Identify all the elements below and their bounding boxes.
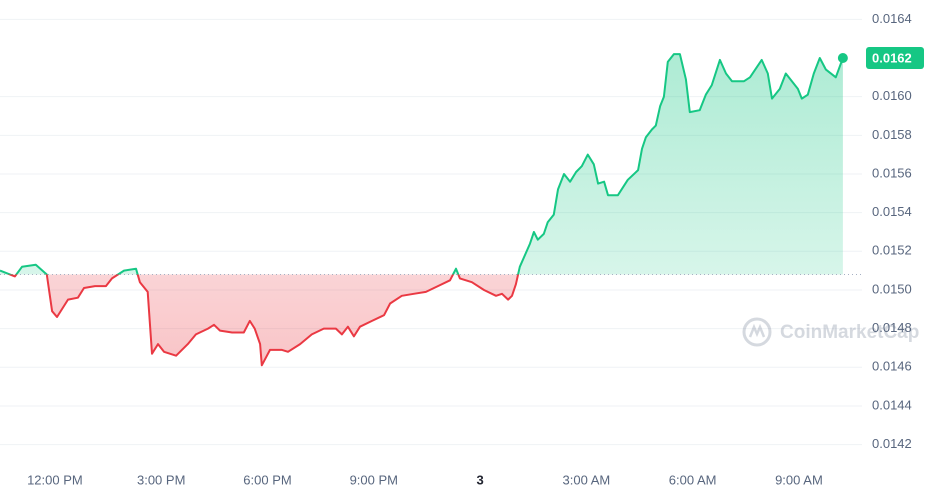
price-line-down [7,274,520,367]
watermark-text: CoinMarketCap [780,322,919,343]
y-tick-label: 0.0142 [872,436,912,451]
x-tick-label: 12:00 PM [27,472,83,487]
last-point [837,52,848,63]
x-tick-label: 6:00 AM [669,472,717,487]
x-tick-label: 9:00 AM [775,472,823,487]
y-tick-label: 0.0154 [872,204,912,219]
x-tick-label: 9:00 PM [350,472,398,487]
x-tick-label: 3 [476,472,483,487]
area-up [0,54,843,275]
price-line-up [0,53,844,275]
watermark: CoinMarketCap [742,317,919,347]
x-tick-label: 6:00 PM [243,472,291,487]
x-tick-label: 3:00 AM [563,472,611,487]
y-tick-label: 0.0164 [872,11,912,26]
area-down [0,274,843,366]
y-tick-label: 0.0158 [872,127,912,142]
y-tick-label: 0.0156 [872,165,912,180]
price-tag-label: 0.0162 [872,50,912,65]
y-tick-label: 0.0146 [872,359,912,374]
y-tick-label: 0.0144 [872,397,912,412]
y-tick-label: 0.0148 [872,320,912,335]
price-tag [866,46,924,69]
y-tick-label: 0.0150 [872,281,912,296]
x-tick-label: 3:00 PM [137,472,185,487]
y-tick-label: 0.0160 [872,88,912,103]
y-tick-label: 0.0152 [872,243,912,258]
